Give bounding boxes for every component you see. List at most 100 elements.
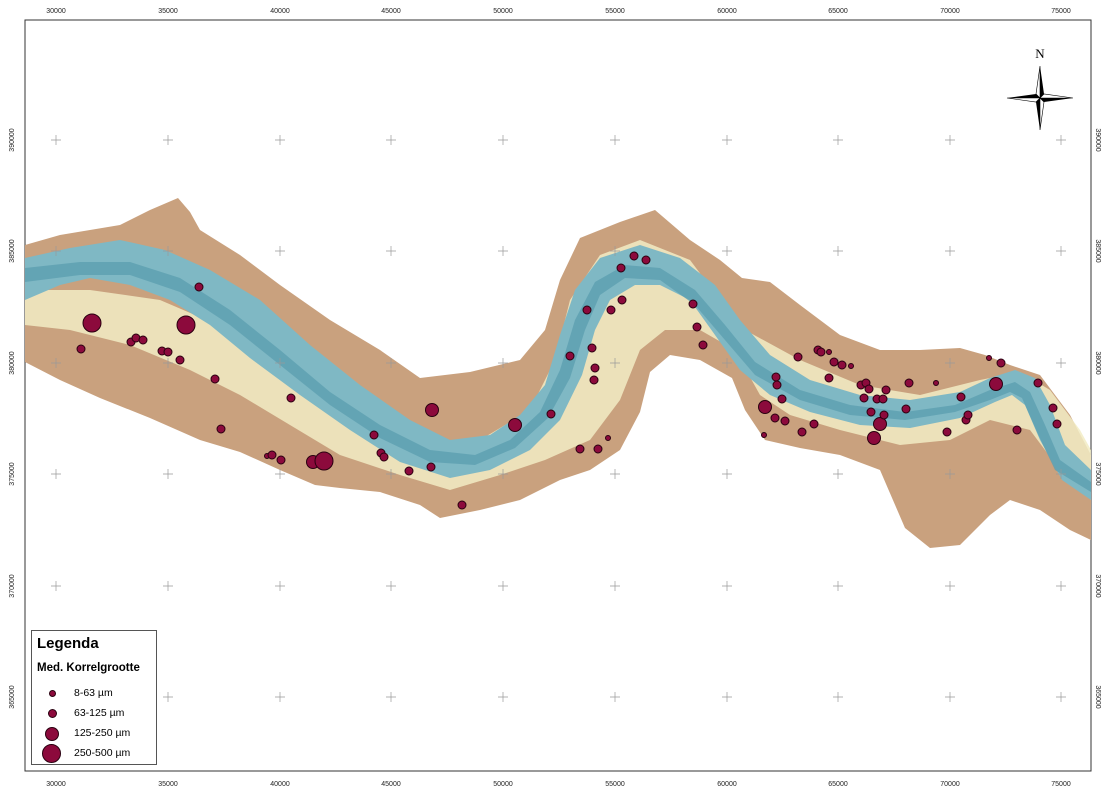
sample-point (777, 394, 787, 404)
sample-point (76, 344, 86, 354)
sample-point (848, 363, 854, 369)
y-tick-label-right: 390000 (1094, 128, 1101, 151)
sample-point (314, 451, 334, 471)
sample-points (76, 251, 1062, 510)
sample-point (267, 450, 277, 460)
sample-point (404, 466, 414, 476)
grid-cross (945, 581, 955, 591)
sample-point (989, 377, 1003, 391)
y-tick-label-left: 380000 (9, 351, 16, 374)
grid-cross (1056, 581, 1066, 591)
grid-crosses (51, 135, 1066, 702)
sample-point (216, 424, 226, 434)
sample-point (641, 255, 651, 265)
sample-point (879, 410, 889, 420)
sample-point (963, 410, 973, 420)
axis-ticks: 30000 30000 35000 35000 40000 40000 45000 45000… (9, 8, 1101, 788)
grid-cross (722, 135, 732, 145)
grid-cross (1056, 358, 1066, 368)
y-tick-label-right: 370000 (1094, 574, 1101, 597)
y-tick-label-left: 365000 (9, 685, 16, 708)
legend-item-2: 63-125 µm (32, 703, 156, 723)
sample-point (878, 394, 888, 404)
sample-point (138, 335, 148, 345)
grid-cross (722, 246, 732, 256)
sample-point (780, 416, 790, 426)
grid-cross (51, 358, 61, 368)
y-tick-label-left: 370000 (9, 574, 16, 597)
sample-point (457, 500, 467, 510)
grid-cross (945, 692, 955, 702)
x-tick-label-top: 55000 (605, 8, 625, 15)
legend-label: 63-125 µm (74, 707, 125, 719)
sample-point (826, 349, 832, 355)
x-tick-label-top: 65000 (828, 8, 848, 15)
x-tick-label-top: 70000 (940, 8, 960, 15)
grid-cross (163, 358, 173, 368)
grid-cross (275, 692, 285, 702)
x-tick-label-top: 75000 (1051, 8, 1071, 15)
sample-point (873, 417, 887, 431)
grid-cross (833, 135, 843, 145)
x-tick-label-bottom: 45000 (381, 781, 401, 788)
sample-point (629, 251, 639, 261)
grid-cross (833, 469, 843, 479)
y-tick-label-right: 385000 (1094, 239, 1101, 262)
grid-cross (386, 469, 396, 479)
sample-point (276, 455, 286, 465)
grid-cross (275, 135, 285, 145)
grid-cross (163, 469, 173, 479)
grid-cross (498, 135, 508, 145)
legend-label: 125-250 µm (74, 727, 131, 739)
grid-cross (498, 692, 508, 702)
sample-point (881, 385, 891, 395)
sample-point (369, 430, 379, 440)
sample-point (770, 413, 780, 423)
y-tick-label-left: 375000 (9, 462, 16, 485)
sample-point (82, 313, 102, 333)
sample-point (575, 444, 585, 454)
legend: Legenda Med. Korrelgrootte 8-63 µm 63-12… (31, 630, 157, 765)
x-tick-label-bottom: 75000 (1051, 781, 1071, 788)
sample-point (837, 360, 847, 370)
sample-point (425, 403, 439, 417)
grid-cross (945, 135, 955, 145)
sample-point (956, 392, 966, 402)
legend-symbol-lg (42, 744, 61, 763)
grid-cross (163, 581, 173, 591)
grid-cross (498, 246, 508, 256)
grid-cross (51, 469, 61, 479)
sample-point (867, 431, 881, 445)
legend-label: 8-63 µm (74, 687, 113, 699)
grid-cross (610, 358, 620, 368)
sample-point (986, 355, 992, 361)
x-tick-label-top: 60000 (717, 8, 737, 15)
x-tick-label-top: 35000 (158, 8, 178, 15)
grid-cross (51, 581, 61, 591)
sample-point (546, 409, 556, 419)
grid-cross (386, 135, 396, 145)
x-tick-label-bottom: 35000 (158, 781, 178, 788)
sample-point (589, 375, 599, 385)
sample-point (163, 347, 173, 357)
sample-point (692, 322, 702, 332)
sample-point (1012, 425, 1022, 435)
sample-point (210, 374, 220, 384)
sample-point (565, 351, 575, 361)
north-arrow-icon (1006, 65, 1074, 131)
legend-item-3: 125-250 µm (32, 723, 156, 743)
grid-cross (722, 469, 732, 479)
sample-point (829, 357, 839, 367)
sample-point (901, 404, 911, 414)
grid-cross (833, 246, 843, 256)
grid-cross (163, 135, 173, 145)
y-tick-label-right: 365000 (1094, 685, 1101, 708)
grid-cross (1056, 469, 1066, 479)
north-label: N (1035, 46, 1045, 61)
sample-point (590, 363, 600, 373)
sample-point (772, 380, 782, 390)
grid-cross (275, 358, 285, 368)
sample-point (809, 419, 819, 429)
sample-point (816, 347, 826, 357)
grid-cross (1056, 246, 1066, 256)
